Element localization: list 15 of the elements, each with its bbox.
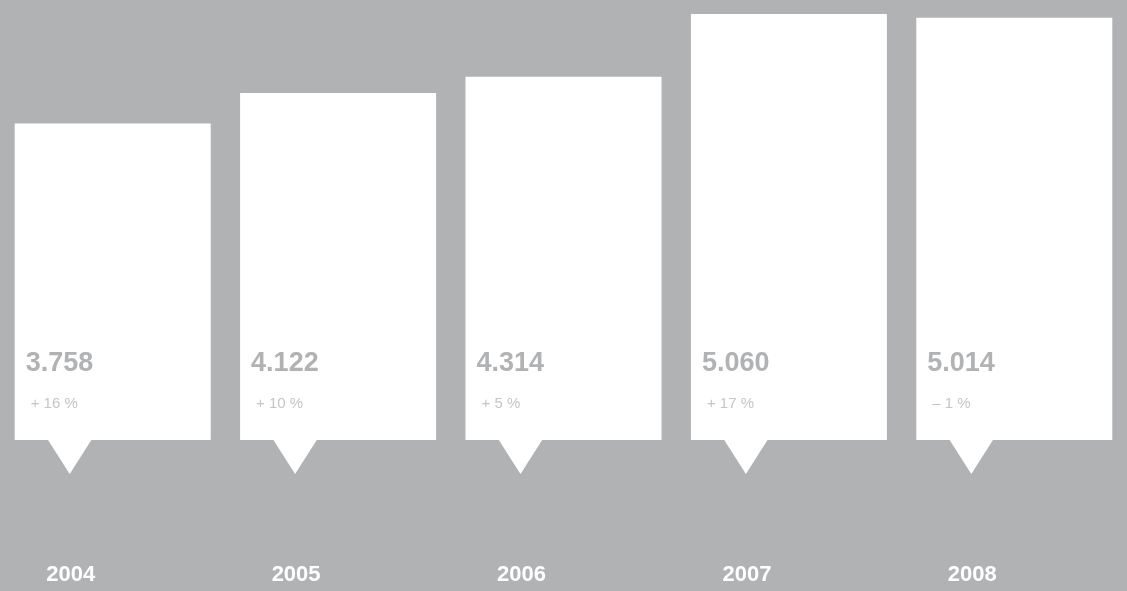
data-label: 5.060 xyxy=(701,346,770,377)
annotation: + 17 % xyxy=(706,394,755,411)
x-tick-label: 2007 xyxy=(722,560,772,586)
x-tick-label: 2005 xyxy=(271,560,321,586)
data-label: 5.014 xyxy=(927,346,995,377)
annotation: – 1 % xyxy=(932,394,971,411)
annotation: + 5 % xyxy=(481,394,521,411)
annotation: + 16 % xyxy=(30,394,78,411)
data-label: 4.314 xyxy=(476,346,545,377)
x-tick-label: 2004 xyxy=(46,560,96,586)
data-label: 4.122 xyxy=(251,346,319,377)
annotation: + 10 % xyxy=(256,394,304,411)
data-label: 3.758 xyxy=(25,346,94,377)
x-tick-label: 2006 xyxy=(497,560,546,586)
x-tick-label: 2008 xyxy=(947,560,997,586)
